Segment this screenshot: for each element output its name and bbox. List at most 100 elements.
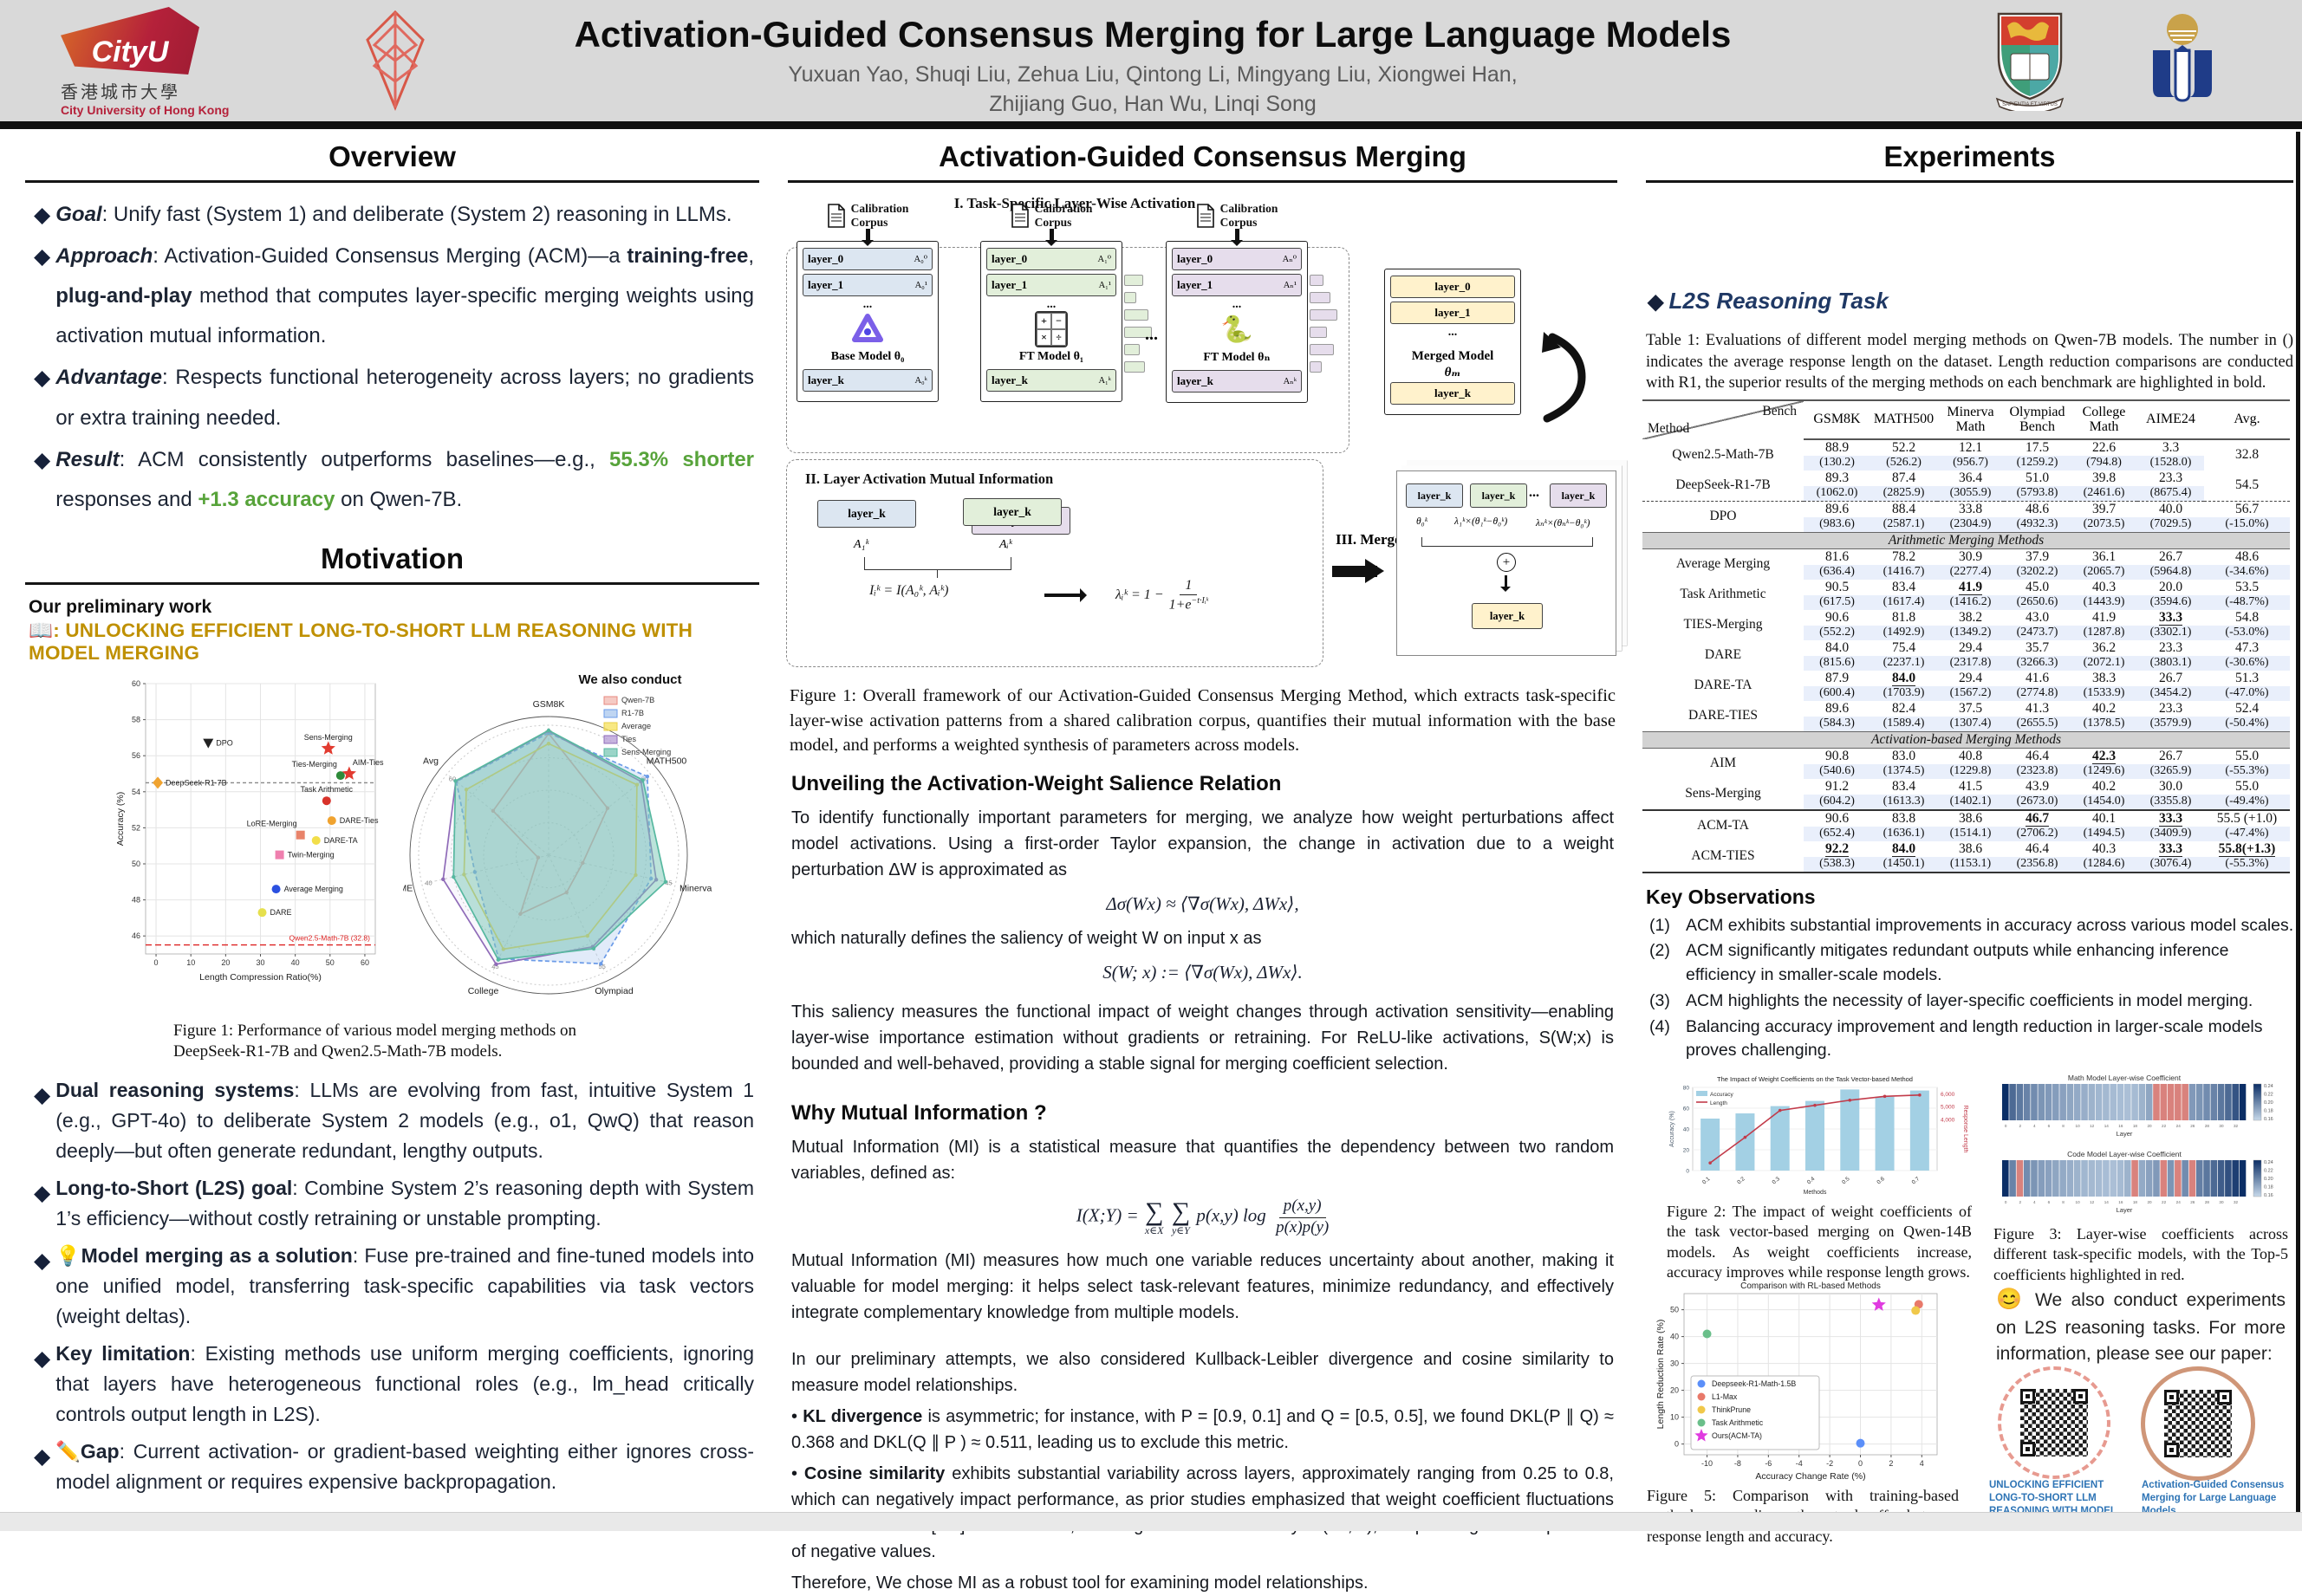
svg-text:DARE: DARE bbox=[270, 908, 292, 917]
length-cell: (1636.1) bbox=[1870, 826, 1937, 841]
activation-label-ai: Aᵢᵏ bbox=[999, 538, 1012, 551]
activation-label: A₁¹ bbox=[1098, 280, 1111, 290]
svg-text:Methods: Methods bbox=[1804, 1190, 1827, 1196]
framework-diagram: I. Task-Specific Layer-Wise Activation C… bbox=[784, 195, 1621, 670]
layer-label: layer_1 bbox=[1177, 278, 1213, 292]
qr-code-acm-paper[interactable] bbox=[2138, 1366, 2258, 1481]
svg-text:60: 60 bbox=[449, 775, 456, 782]
length-cell: (1153.1) bbox=[1937, 856, 2004, 873]
length-cell: (-15.0%) bbox=[2204, 516, 2290, 533]
length-cell: (540.6) bbox=[1804, 763, 1870, 779]
rl-comparison-scatter-chart: -10 -8 -6 -4 -2 0 2 4 0 10 20 30 40 50 Comparison with… bbox=[1653, 1278, 1946, 1489]
svg-text:45: 45 bbox=[665, 879, 672, 886]
value-cell: 40.1 bbox=[2091, 810, 2117, 826]
method-name: Task Arithmetic bbox=[1680, 587, 1766, 602]
value-cell: 43.0 bbox=[2025, 609, 2050, 625]
python-icon: 🐍 bbox=[1220, 315, 1253, 344]
preliminary-paper-link[interactable]: 📖: UNLOCKING EFFICIENT LONG-TO-SHORT LLM… bbox=[29, 619, 693, 664]
value-cell: 78.2 bbox=[1891, 548, 1916, 564]
length-cell: (-34.6%) bbox=[2204, 564, 2290, 580]
svg-text:0: 0 bbox=[1686, 1168, 1689, 1174]
svg-text:80: 80 bbox=[1683, 1085, 1690, 1091]
observation-number: (4) bbox=[1649, 1016, 1670, 1036]
svg-text:18: 18 bbox=[2133, 1124, 2138, 1128]
length-cell: (2706.2) bbox=[2004, 826, 2071, 841]
svg-text:Length Compression Ratio(%): Length Compression Ratio(%) bbox=[199, 972, 322, 983]
value-cell: 46.4 bbox=[2025, 748, 2050, 763]
ellipsis: ... bbox=[1145, 325, 1158, 344]
figure1-caption: Figure 1: Performance of various model m… bbox=[173, 1021, 577, 1061]
value-cell: 55.5 (+1.0) bbox=[2216, 810, 2278, 826]
svg-text:22: 22 bbox=[2162, 1124, 2167, 1128]
svg-text:90: 90 bbox=[641, 775, 648, 782]
svg-text:Minerva: Minerva bbox=[680, 884, 712, 894]
activation-bar bbox=[1124, 327, 1152, 338]
value-cell: 90.8 bbox=[1824, 748, 1850, 763]
column-header: Olympiad Bench bbox=[2004, 399, 2071, 440]
value-cell: 87.9 bbox=[1824, 670, 1850, 685]
diamond-icon: ◆ bbox=[34, 1346, 51, 1371]
model-box: layer_0 Aₙ⁰ layer_1 Aₙ¹... 🐍 FT Model θₙ layer… bbox=[1166, 241, 1308, 404]
length-cell: (1613.3) bbox=[1870, 794, 1937, 811]
value-cell: 52.2 bbox=[1891, 439, 1916, 455]
cityu-logo: CityU 香港城市大學 City University of Hong Kon… bbox=[61, 7, 260, 117]
length-cell: (3302.1) bbox=[2137, 625, 2204, 640]
merged-layer-row: layer_k bbox=[1390, 382, 1515, 405]
length-cell: (1349.2) bbox=[1937, 625, 2004, 640]
value-cell: 84.0 bbox=[1824, 639, 1850, 655]
calibration-corpus-label: Calibration Corpus bbox=[1219, 202, 1278, 229]
svg-text:12: 12 bbox=[2090, 1200, 2095, 1204]
experiment-figures: The Impact of Weight Coefficients on the… bbox=[1642, 1072, 2297, 1557]
svg-text:26: 26 bbox=[2190, 1200, 2195, 1204]
hkust-logo-icon bbox=[2153, 14, 2212, 102]
length-cell: (2317.8) bbox=[1937, 655, 2004, 671]
svg-text:We also conduct: We also conduct bbox=[579, 672, 682, 687]
svg-text:GSM8K: GSM8K bbox=[533, 699, 565, 710]
method-name: AIM bbox=[1709, 756, 1737, 771]
diamond-icon: ◆ bbox=[34, 203, 51, 227]
diamond-icon: ◆ bbox=[1648, 290, 1664, 314]
value-cell: 17.5 bbox=[2025, 439, 2050, 455]
table-subrow: (584.3) (1589.4) (1307.4) (2655.5) (1378.5)(… bbox=[1642, 716, 2290, 732]
value-cell: 90.5 bbox=[1824, 579, 1850, 594]
activation-bar bbox=[1124, 361, 1145, 373]
svg-text:Task Arithmetic: Task Arithmetic bbox=[1712, 1418, 1764, 1427]
whymi-conclusion: Therefore, We chose MI as a robust tool … bbox=[791, 1573, 1369, 1593]
svg-text:Average: Average bbox=[621, 722, 651, 730]
value-cell: 90.6 bbox=[1824, 810, 1850, 826]
ellipsis: ... bbox=[1529, 485, 1539, 500]
value-cell: 23.3 bbox=[2158, 470, 2183, 485]
cycle-arrow-icon bbox=[1542, 332, 1586, 423]
qr-code-l2s-paper[interactable] bbox=[1998, 1366, 2110, 1479]
layerwise-coefficient-heatmap: Math Model Layer-wise Coefficient 0 2 4 6 8 10… bbox=[1993, 1072, 2297, 1234]
observation-text: Balancing accuracy improvement and lengt… bbox=[1686, 1016, 2263, 1061]
svg-text:40: 40 bbox=[1683, 1126, 1690, 1132]
merge-result-box: layer_k layer_k ... layer_k θ₀ᵏ λ₁ᵏ×(θ₁ᵏ… bbox=[1396, 470, 1616, 656]
calibration-corpus-label: Calibration Corpus bbox=[1034, 202, 1093, 229]
svg-text:20: 20 bbox=[2147, 1124, 2152, 1128]
model-group: Calibration Corpus layer_0 A₀⁰ layer_1 A₀¹...… bbox=[797, 202, 939, 403]
svg-text:-6: -6 bbox=[1765, 1459, 1772, 1468]
figure2-caption: Figure 2: The impact of weight coefficie… bbox=[1667, 1202, 1972, 1281]
bullet-text: Approach: Activation-Guided Consensus Me… bbox=[55, 244, 754, 348]
svg-text:46: 46 bbox=[132, 931, 140, 940]
length-cell: (3594.6) bbox=[2137, 594, 2204, 610]
table-row: Task Arithmetic 90.5 83.4 41.9 45.0 40.3 20.0 5… bbox=[1642, 579, 2290, 601]
left-column: Overview ◆ Goal: Unify fast (System 1) an… bbox=[22, 132, 763, 1518]
value-cell: 36.1 bbox=[2091, 548, 2117, 564]
method-name: DPO bbox=[1709, 509, 1737, 524]
value-cell: 75.4 bbox=[1891, 639, 1916, 655]
svg-text:Layer: Layer bbox=[2117, 1206, 2133, 1214]
svg-text:4,000: 4,000 bbox=[1941, 1117, 1955, 1123]
length-cell: (8675.4) bbox=[2137, 485, 2204, 502]
bullet-item: ◆ Dual reasoning systems: LLMs are evolvi… bbox=[34, 1075, 754, 1166]
layer-chip-base: layer_k bbox=[817, 500, 916, 528]
svg-text:28: 28 bbox=[2205, 1124, 2210, 1128]
bullet-item: ◆ ✏️Gap: Current activation- or gradient-… bbox=[34, 1437, 754, 1497]
value-cell: 92.2 bbox=[1824, 840, 1850, 857]
corner-bench: Bench bbox=[1762, 403, 1797, 418]
svg-text:0.20: 0.20 bbox=[2264, 1100, 2273, 1106]
table-row: DPO 89.6 88.4 33.8 48.6 39.7 40.0 56.7 bbox=[1642, 501, 2290, 524]
layer-label: layer_1 bbox=[808, 278, 844, 292]
value-cell: 91.2 bbox=[1824, 778, 1850, 794]
